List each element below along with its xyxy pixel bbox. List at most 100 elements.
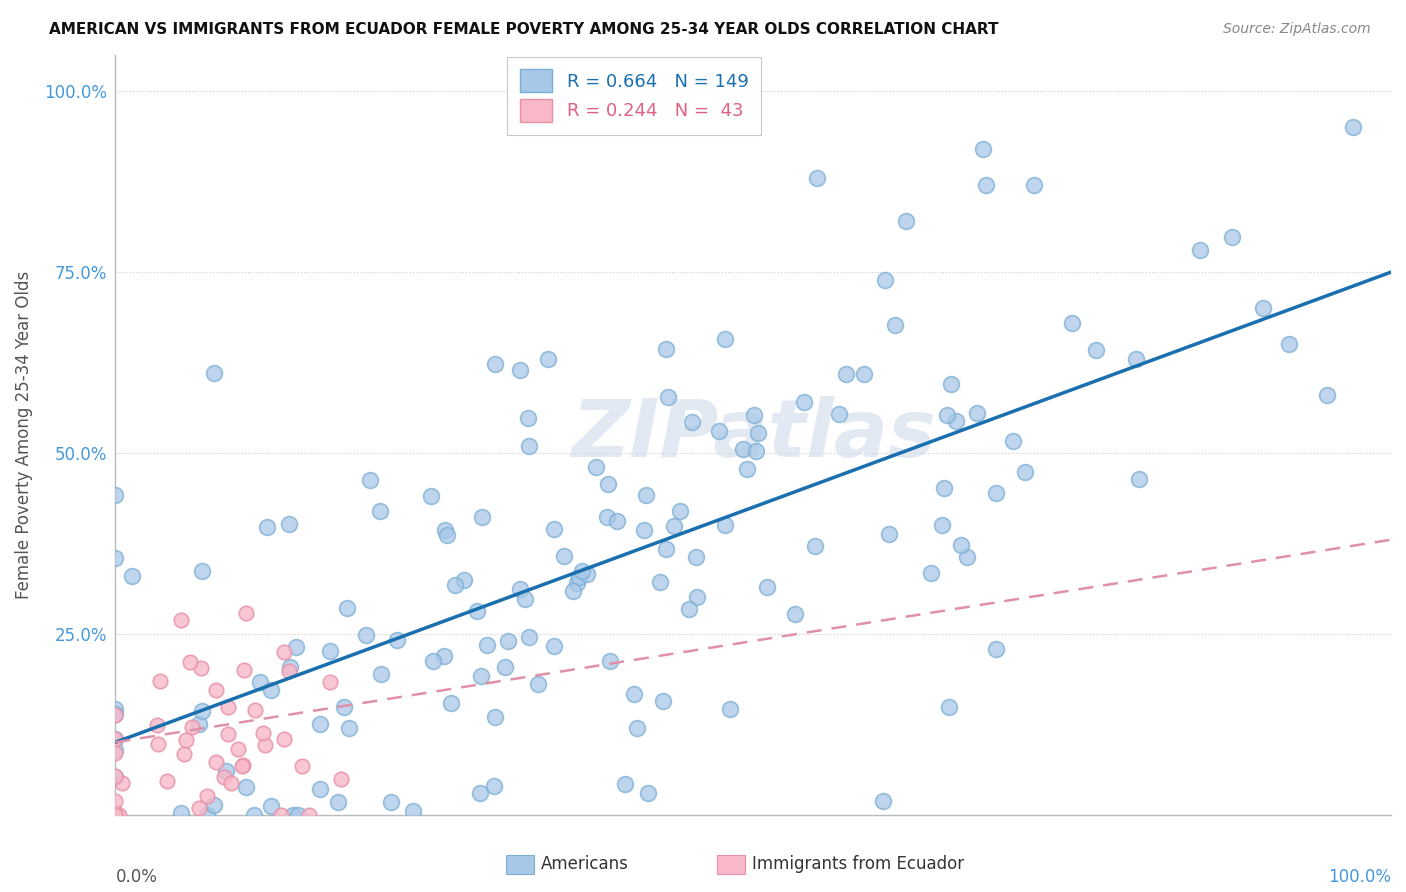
- Point: [387, 632, 409, 647]
- Point: [104, 769, 127, 783]
- Point: [633, 523, 655, 537]
- Point: [380, 795, 402, 809]
- Point: [104, 732, 127, 747]
- Point: [517, 411, 540, 425]
- Point: [402, 804, 425, 818]
- Point: [568, 570, 591, 584]
- Point: [668, 504, 690, 518]
- Point: [1278, 337, 1301, 351]
- Point: [104, 702, 127, 716]
- Point: [252, 726, 274, 740]
- Point: [585, 460, 607, 475]
- Point: [329, 772, 352, 787]
- Point: [308, 781, 330, 796]
- Point: [104, 770, 127, 784]
- Point: [231, 758, 253, 772]
- Point: [235, 606, 257, 620]
- Point: [945, 414, 967, 428]
- Point: [181, 720, 204, 734]
- Point: [599, 654, 621, 668]
- Point: [626, 721, 648, 735]
- Point: [966, 406, 988, 420]
- Point: [484, 357, 506, 371]
- Point: [571, 564, 593, 578]
- Point: [104, 805, 127, 820]
- Point: [202, 797, 225, 812]
- Point: [433, 648, 456, 663]
- Point: [526, 676, 548, 690]
- Point: [156, 774, 179, 789]
- Point: [104, 807, 127, 822]
- Point: [176, 733, 198, 747]
- Point: [733, 442, 755, 457]
- Point: [205, 683, 228, 698]
- Point: [745, 443, 768, 458]
- Point: [986, 641, 1008, 656]
- Point: [494, 660, 516, 674]
- Point: [149, 674, 172, 689]
- Text: AMERICAN VS IMMIGRANTS FROM ECUADOR FEMALE POVERTY AMONG 25-34 YEAR OLDS CORRELA: AMERICAN VS IMMIGRANTS FROM ECUADOR FEMA…: [49, 22, 998, 37]
- Point: [326, 795, 349, 809]
- Point: [337, 721, 360, 735]
- Point: [104, 807, 127, 822]
- Point: [215, 764, 238, 778]
- Point: [444, 578, 467, 592]
- Point: [368, 504, 391, 518]
- Point: [359, 473, 381, 487]
- Point: [681, 415, 703, 429]
- Point: [333, 700, 356, 714]
- Point: [270, 807, 292, 822]
- Point: [657, 391, 679, 405]
- Point: [828, 407, 851, 421]
- Point: [714, 332, 737, 346]
- Point: [475, 639, 498, 653]
- Y-axis label: Female Poverty Among 25-34 Year Olds: Female Poverty Among 25-34 Year Olds: [15, 271, 32, 599]
- Point: [278, 664, 301, 678]
- Point: [287, 807, 309, 822]
- Point: [651, 694, 673, 708]
- Point: [793, 395, 815, 409]
- Point: [634, 488, 657, 502]
- Point: [515, 591, 537, 606]
- Point: [718, 702, 741, 716]
- Point: [217, 727, 239, 741]
- Point: [596, 477, 619, 491]
- Point: [283, 807, 305, 822]
- Point: [1062, 316, 1084, 330]
- Point: [648, 574, 671, 589]
- Point: [260, 798, 283, 813]
- Text: 0.0%: 0.0%: [115, 868, 157, 886]
- Point: [686, 591, 709, 605]
- Point: [242, 807, 264, 822]
- Point: [707, 424, 730, 438]
- Point: [273, 645, 295, 659]
- Point: [440, 696, 463, 710]
- Point: [853, 367, 876, 381]
- Point: [896, 214, 918, 228]
- Point: [146, 737, 169, 751]
- Text: 100.0%: 100.0%: [1329, 868, 1391, 886]
- Point: [190, 661, 212, 675]
- Point: [1188, 244, 1211, 258]
- Point: [498, 634, 520, 648]
- Point: [465, 604, 488, 618]
- Point: [273, 731, 295, 746]
- Point: [470, 669, 492, 683]
- Point: [232, 757, 254, 772]
- Point: [471, 510, 494, 524]
- Point: [217, 699, 239, 714]
- Point: [509, 363, 531, 377]
- Point: [482, 779, 505, 793]
- Point: [537, 352, 560, 367]
- Point: [1125, 351, 1147, 366]
- Point: [873, 273, 896, 287]
- Point: [221, 775, 243, 789]
- Point: [804, 539, 827, 553]
- Point: [285, 640, 308, 654]
- Point: [1222, 230, 1244, 244]
- Point: [195, 789, 218, 803]
- Point: [517, 630, 540, 644]
- Point: [614, 776, 637, 790]
- Point: [104, 794, 127, 808]
- Point: [190, 564, 212, 578]
